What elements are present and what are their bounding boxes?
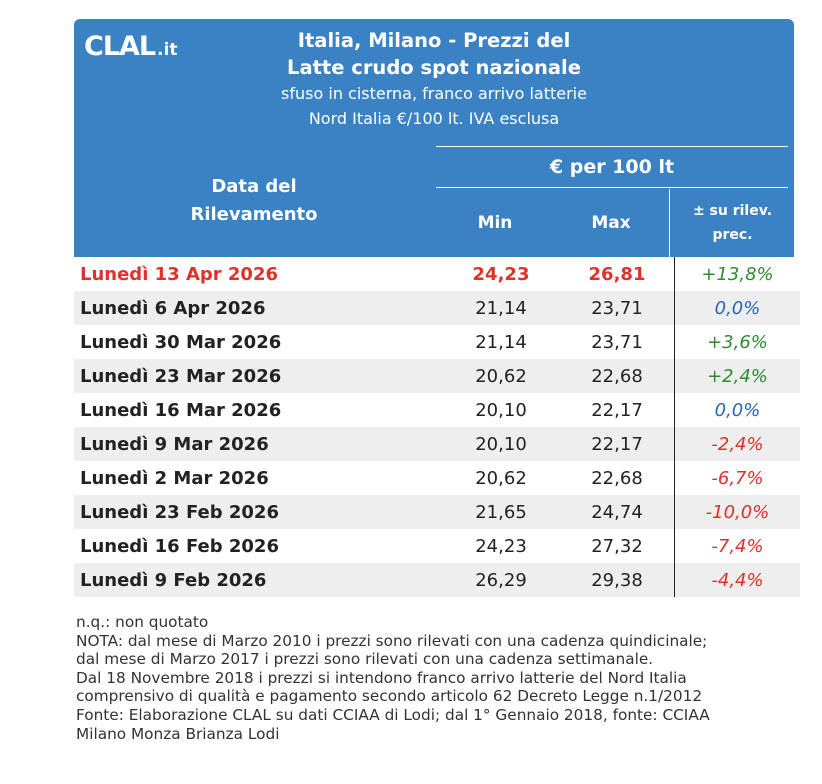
table-row: Lunedì 13 Apr 2026 24,23 26,81 +13,8% (74, 257, 800, 291)
variation-cell: +2,4% (674, 359, 800, 393)
min-cell: 24,23 (442, 257, 560, 291)
variation-header-line1: ± su rilev. (692, 203, 773, 219)
date-column-header: Data del Rilevamento (74, 173, 434, 229)
table-row: Lunedì 23 Mar 2026 20,62 22,68 +2,4% (74, 359, 800, 393)
notes: n.q.: non quotato NOTA: dal mese di Marzo… (76, 613, 796, 743)
price-group-header: € per 100 lt (436, 146, 788, 188)
max-cell: 23,71 (560, 291, 675, 325)
title-line1: Italia, Milano - Prezzi del (297, 29, 571, 52)
date-cell: Lunedì 9 Feb 2026 (74, 563, 442, 597)
note-line: comprensivo di qualità e pagamento secon… (76, 687, 703, 706)
subtitle-line2: Nord Italia €/100 lt. IVA esclusa (308, 109, 560, 128)
date-header-line1: Data del (211, 176, 297, 197)
note-line: dal mese di Marzo 2017 i prezzi sono ril… (76, 650, 654, 669)
logo-main: CLAL (84, 31, 156, 62)
variation-cell: -10,0% (674, 495, 800, 529)
date-cell: Lunedì 23 Mar 2026 (74, 359, 442, 393)
note-line: Fonte: Elaborazione CLAL su dati CCIAA d… (76, 705, 710, 724)
logo-tld: .it (157, 40, 178, 60)
variation-header-line2: prec. (712, 227, 753, 243)
variation-cell: -6,7% (674, 461, 800, 495)
max-cell: 29,38 (560, 563, 675, 597)
variation-column-header: ± su rilev. prec. (669, 189, 795, 257)
min-cell: 20,62 (442, 461, 560, 495)
min-cell: 21,14 (442, 291, 560, 325)
min-cell: 21,65 (442, 495, 560, 529)
price-panel: CLAL .it Italia, Milano - Prezzi del Latt… (74, 19, 800, 597)
min-cell: 21,14 (442, 325, 560, 359)
title-line2: Latte crudo spot nazionale (287, 56, 581, 79)
min-column-header: Min (477, 213, 513, 233)
min-cell: 24,23 (442, 529, 560, 563)
date-cell: Lunedì 13 Apr 2026 (74, 257, 442, 291)
max-cell: 24,74 (560, 495, 675, 529)
date-cell: Lunedì 6 Apr 2026 (74, 291, 442, 325)
variation-cell: 0,0% (674, 393, 800, 427)
variation-cell: -4,4% (674, 563, 800, 597)
min-cell: 20,10 (442, 393, 560, 427)
min-cell: 20,10 (442, 427, 560, 461)
note-line: Dal 18 Novembre 2018 i prezzi si intendo… (76, 668, 687, 687)
note-line: Milano Monza Brianza Lodi (76, 724, 280, 743)
date-cell: Lunedì 23 Feb 2026 (74, 495, 442, 529)
min-cell: 20,62 (442, 359, 560, 393)
max-cell: 26,81 (560, 257, 675, 291)
max-cell: 22,68 (560, 359, 675, 393)
table-row: Lunedì 9 Mar 2026 20,10 22,17 -2,4% (74, 427, 800, 461)
title-block: Italia, Milano - Prezzi del Latte crudo … (204, 27, 664, 131)
clal-logo[interactable]: CLAL .it (84, 31, 178, 62)
table-row: Lunedì 6 Apr 2026 21,14 23,71 0,0% (74, 291, 800, 325)
min-cell: 26,29 (442, 563, 560, 597)
table-header: CLAL .it Italia, Milano - Prezzi del Latt… (74, 19, 794, 257)
variation-cell: -2,4% (674, 427, 800, 461)
date-header-line2: Rilevamento (190, 204, 318, 225)
table-row: Lunedì 2 Mar 2026 20,62 22,68 -6,7% (74, 461, 800, 495)
variation-cell: +13,8% (674, 257, 800, 291)
subtitle-line1: sfuso in cisterna, franco arrivo latteri… (281, 84, 587, 103)
date-cell: Lunedì 9 Mar 2026 (74, 427, 442, 461)
max-cell: 23,71 (560, 325, 675, 359)
variation-cell: -7,4% (674, 529, 800, 563)
max-cell: 22,17 (560, 393, 675, 427)
table-row: Lunedì 23 Feb 2026 21,65 24,74 -10,0% (74, 495, 800, 529)
max-cell: 27,32 (560, 529, 675, 563)
date-cell: Lunedì 16 Feb 2026 (74, 529, 442, 563)
date-cell: Lunedì 2 Mar 2026 (74, 461, 442, 495)
table-row: Lunedì 16 Mar 2026 20,10 22,17 0,0% (74, 393, 800, 427)
price-table: Lunedì 13 Apr 2026 24,23 26,81 +13,8% Lunedì… (74, 257, 800, 597)
table-row: Lunedì 30 Mar 2026 21,14 23,71 +3,6% (74, 325, 800, 359)
date-cell: Lunedì 16 Mar 2026 (74, 393, 442, 427)
price-table-body: Lunedì 13 Apr 2026 24,23 26,81 +13,8% Lunedì… (74, 257, 800, 597)
note-line: NOTA: dal mese di Marzo 2010 i prezzi so… (76, 631, 708, 650)
date-cell: Lunedì 30 Mar 2026 (74, 325, 442, 359)
max-cell: 22,68 (560, 461, 675, 495)
variation-cell: 0,0% (674, 291, 800, 325)
table-row: Lunedì 9 Feb 2026 26,29 29,38 -4,4% (74, 563, 800, 597)
variation-cell: +3,6% (674, 325, 800, 359)
note-line: n.q.: non quotato (76, 613, 209, 631)
table-row: Lunedì 16 Feb 2026 24,23 27,32 -7,4% (74, 529, 800, 563)
max-cell: 22,17 (560, 427, 675, 461)
max-column-header: Max (591, 213, 631, 233)
